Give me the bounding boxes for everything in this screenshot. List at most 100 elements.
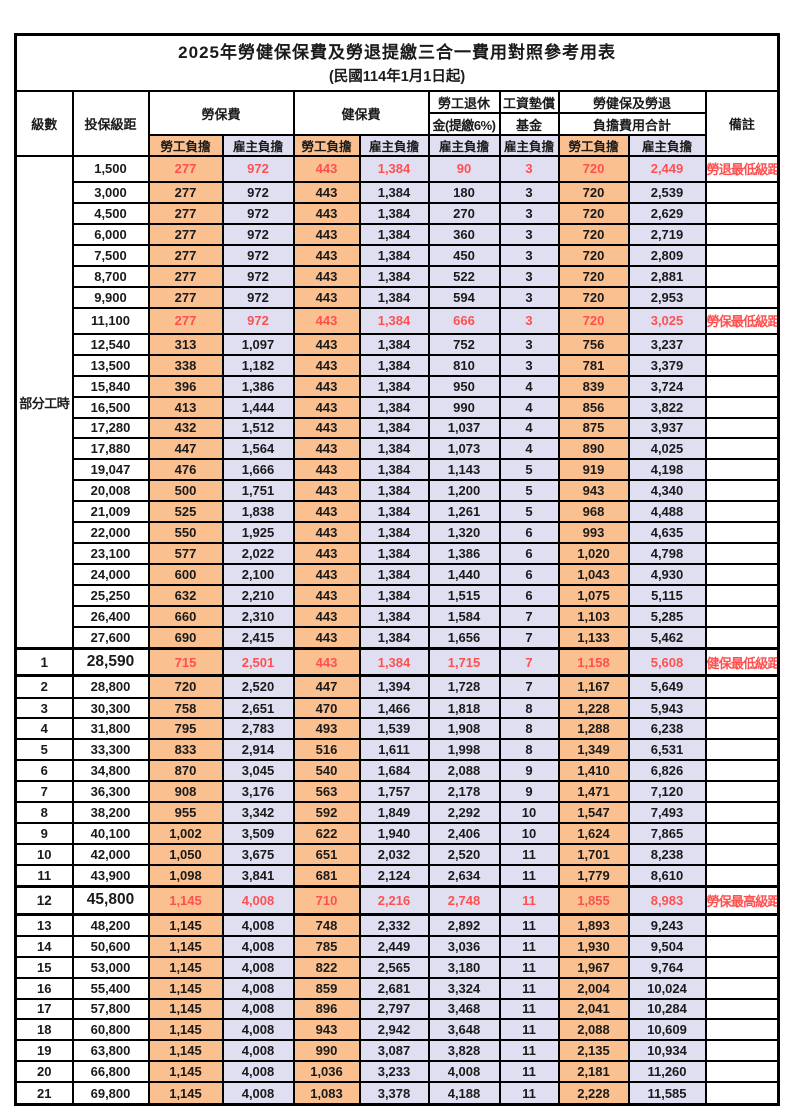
level-cell: 2 xyxy=(14,674,74,699)
fee-cell: 1,261 xyxy=(427,500,501,524)
fee-cell: 2,449 xyxy=(627,155,707,183)
note-cell xyxy=(704,479,780,503)
fee-cell: 277 xyxy=(147,222,224,246)
table-row: 27,600 690 2,415 443 1,384 1,656 7 1,133 5,462 xyxy=(16,626,780,650)
fee-cell: 3 xyxy=(498,285,560,309)
fee-cell: 443 xyxy=(292,479,361,503)
fee-cell: 781 xyxy=(557,353,630,377)
bracket-cell: 20,008 xyxy=(71,479,150,503)
fee-cell: 3 xyxy=(498,222,560,246)
table-row: 3 30,300 758 2,651 470 1,466 1,818 8 1,228 5,943 xyxy=(14,696,780,720)
table-row: 2 28,800 720 2,520 447 1,394 1,728 7 1,167 5,649 xyxy=(14,674,780,699)
level-cell: 9 xyxy=(14,822,74,846)
fee-cell: 9,504 xyxy=(627,934,707,958)
note-cell xyxy=(704,353,780,377)
fee-cell: 822 xyxy=(292,955,361,979)
fee-cell: 447 xyxy=(147,437,224,461)
fee-cell: 1,547 xyxy=(557,801,630,825)
col-header-pension-line1: 勞工退休 xyxy=(427,90,501,114)
bracket-cell: 23,100 xyxy=(71,542,150,566)
fee-cell: 3,378 xyxy=(358,1081,430,1106)
fee-cell: 313 xyxy=(147,332,224,356)
fee-cell: 5,608 xyxy=(627,647,707,678)
fee-cell: 443 xyxy=(292,374,361,398)
fee-cell: 1,037 xyxy=(427,416,501,440)
fee-cell: 968 xyxy=(557,500,630,524)
fee-cell: 1,384 xyxy=(358,584,430,608)
fee-cell: 3,233 xyxy=(358,1060,430,1084)
bracket-cell: 28,590 xyxy=(71,647,150,678)
fee-cell: 277 xyxy=(147,306,224,335)
fee-cell: 450 xyxy=(427,243,501,267)
page-title: 2025年勞健保保費及勞退提繳三合一費用對照參考用表 xyxy=(178,42,616,62)
fee-cell: 1,228 xyxy=(557,696,630,720)
fee-cell: 1,611 xyxy=(358,738,430,762)
fee-cell: 413 xyxy=(147,395,224,419)
fee-cell: 4 xyxy=(498,374,560,398)
fee-cell: 1,384 xyxy=(358,353,430,377)
fee-cell: 955 xyxy=(147,801,224,825)
note-cell xyxy=(704,222,780,246)
fee-cell: 990 xyxy=(427,395,501,419)
fee-cell: 4,008 xyxy=(221,955,295,979)
fee-cell: 11 xyxy=(498,976,560,1000)
fee-cell: 1,145 xyxy=(147,1018,224,1042)
fee-cell: 2,449 xyxy=(358,934,430,958)
fee-cell: 1,998 xyxy=(427,738,501,762)
fee-cell: 470 xyxy=(292,696,361,720)
fee-cell: 720 xyxy=(557,155,630,183)
note-cell: 勞退最低級距 xyxy=(704,155,780,183)
subheader-health-employer: 雇主負擔 xyxy=(358,134,430,157)
fee-cell: 1,512 xyxy=(221,416,295,440)
bracket-cell: 53,000 xyxy=(71,955,150,979)
bracket-cell: 24,000 xyxy=(71,563,150,587)
fee-cell: 443 xyxy=(292,458,361,482)
fee-cell: 1,384 xyxy=(358,500,430,524)
fee-cell: 2,100 xyxy=(221,563,295,587)
bracket-cell: 33,300 xyxy=(71,738,150,762)
bracket-cell: 13,500 xyxy=(71,353,150,377)
fee-cell: 990 xyxy=(292,1039,361,1063)
fee-cell: 1,083 xyxy=(292,1081,361,1106)
table-row: 8 38,200 955 3,342 592 1,849 2,292 10 1,547 7,493 xyxy=(14,801,780,825)
fee-cell: 5,462 xyxy=(627,626,707,650)
note-cell xyxy=(704,864,780,888)
table-row: 15 53,000 1,145 4,008 822 2,565 3,180 11 1,967 9,… xyxy=(14,955,780,979)
bracket-cell: 27,600 xyxy=(71,626,150,650)
fee-cell: 1,757 xyxy=(358,780,430,804)
fee-cell: 7,120 xyxy=(627,780,707,804)
fee-cell: 6,531 xyxy=(627,738,707,762)
fee-cell: 8,983 xyxy=(627,885,707,916)
fee-cell: 919 xyxy=(557,458,630,482)
table-row: 19,047 476 1,666 443 1,384 1,143 5 919 4,198 xyxy=(16,458,780,482)
fee-cell: 4,008 xyxy=(221,934,295,958)
fee-cell: 2,181 xyxy=(557,1060,630,1084)
fee-cell: 2,135 xyxy=(557,1039,630,1063)
table-row: 15,840 396 1,386 443 1,384 950 4 839 3,724 xyxy=(16,374,780,398)
note-cell xyxy=(704,264,780,288)
fee-cell: 795 xyxy=(147,717,224,741)
fee-cell: 1,145 xyxy=(147,1081,224,1106)
part-time-merged-cell: 部分工時 xyxy=(14,155,74,650)
fee-cell: 3,841 xyxy=(221,864,295,888)
fee-cell: 1,715 xyxy=(427,647,501,678)
bracket-cell: 38,200 xyxy=(71,801,150,825)
fee-cell: 1,394 xyxy=(358,674,430,699)
bracket-cell: 57,800 xyxy=(71,997,150,1021)
fee-cell: 748 xyxy=(292,913,361,937)
table-row: 14 50,600 1,145 4,008 785 2,449 3,036 11 1,930 9,… xyxy=(14,934,780,958)
fee-cell: 2,539 xyxy=(627,180,707,204)
fee-cell: 5,285 xyxy=(627,605,707,629)
fee-cell: 8 xyxy=(498,738,560,762)
fee-cell: 11 xyxy=(498,1018,560,1042)
level-cell: 14 xyxy=(14,934,74,958)
fee-cell: 6,238 xyxy=(627,717,707,741)
col-header-wage-fund-line1: 工資墊償 xyxy=(498,90,560,114)
title-row: 2025年勞健保保費及勞退提繳三合一費用對照參考用表 (民國114年1月1日起) xyxy=(14,33,780,92)
fee-cell: 3,237 xyxy=(627,332,707,356)
fee-cell: 1,384 xyxy=(358,243,430,267)
fee-cell: 6,826 xyxy=(627,759,707,783)
fee-cell: 2,292 xyxy=(427,801,501,825)
fee-cell: 1,818 xyxy=(427,696,501,720)
fee-cell: 1,564 xyxy=(221,437,295,461)
